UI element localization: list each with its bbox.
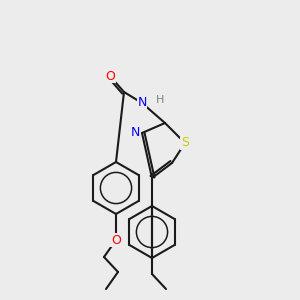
Text: O: O: [105, 70, 115, 83]
Text: O: O: [111, 233, 121, 247]
Text: N: N: [130, 127, 140, 140]
Text: N: N: [137, 97, 147, 110]
Text: S: S: [181, 136, 189, 149]
Text: H: H: [156, 95, 164, 105]
